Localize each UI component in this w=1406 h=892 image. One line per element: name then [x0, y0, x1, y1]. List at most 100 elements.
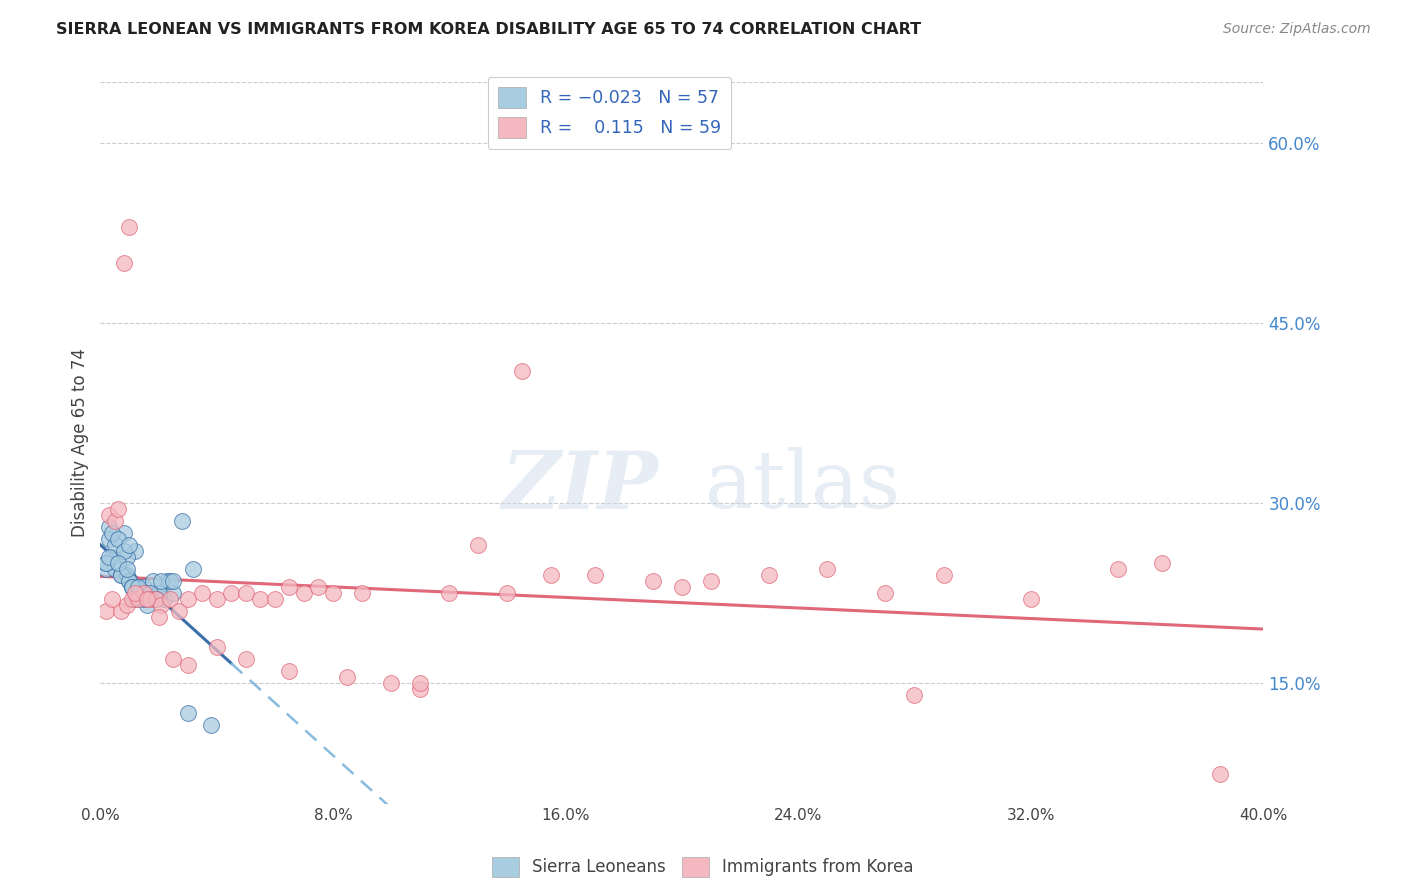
Point	[162, 652, 184, 666]
Text: SIERRA LEONEAN VS IMMIGRANTS FROM KOREA DISABILITY AGE 65 TO 74 CORRELATION CHAR: SIERRA LEONEAN VS IMMIGRANTS FROM KOREA …	[56, 22, 921, 37]
Point	[932, 568, 955, 582]
Point	[118, 574, 141, 589]
Point	[671, 580, 693, 594]
Point	[153, 592, 176, 607]
Point	[278, 580, 301, 594]
Point	[205, 640, 228, 655]
Point	[380, 676, 402, 690]
Point	[235, 652, 257, 666]
Point	[107, 556, 129, 570]
Point	[124, 544, 146, 558]
Point	[292, 586, 315, 600]
Point	[118, 538, 141, 552]
Point	[110, 568, 132, 582]
Point	[104, 562, 127, 576]
Point	[496, 586, 519, 600]
Point	[115, 550, 138, 565]
Point	[132, 586, 155, 600]
Point	[467, 538, 489, 552]
Point	[336, 670, 359, 684]
Point	[540, 568, 562, 582]
Point	[98, 532, 121, 546]
Point	[170, 514, 193, 528]
Point	[129, 592, 152, 607]
Point	[700, 574, 723, 589]
Point	[107, 556, 129, 570]
Point	[191, 586, 214, 600]
Point	[148, 586, 170, 600]
Point	[249, 592, 271, 607]
Point	[815, 562, 838, 576]
Point	[101, 526, 124, 541]
Point	[439, 586, 461, 600]
Point	[307, 580, 329, 594]
Point	[127, 586, 149, 600]
Point	[176, 592, 198, 607]
Point	[96, 556, 118, 570]
Point	[127, 580, 149, 594]
Point	[148, 610, 170, 624]
Point	[156, 574, 179, 589]
Point	[118, 219, 141, 234]
Point	[1209, 766, 1232, 780]
Point	[145, 592, 167, 607]
Point	[98, 508, 121, 523]
Point	[150, 586, 173, 600]
Point	[139, 586, 162, 600]
Point	[1150, 556, 1173, 570]
Point	[150, 574, 173, 589]
Point	[263, 592, 285, 607]
Point	[183, 562, 205, 576]
Point	[159, 592, 181, 607]
Point	[162, 574, 184, 589]
Point	[142, 592, 165, 607]
Point	[132, 592, 155, 607]
Legend: Sierra Leoneans, Immigrants from Korea: Sierra Leoneans, Immigrants from Korea	[485, 850, 921, 884]
Point	[903, 689, 925, 703]
Point	[162, 586, 184, 600]
Point	[124, 586, 146, 600]
Point	[142, 574, 165, 589]
Point	[127, 586, 149, 600]
Point	[132, 580, 155, 594]
Point	[101, 550, 124, 565]
Point	[129, 592, 152, 607]
Point	[1019, 592, 1042, 607]
Point	[278, 665, 301, 679]
Point	[176, 706, 198, 721]
Point	[322, 586, 344, 600]
Point	[121, 580, 143, 594]
Point	[112, 256, 135, 270]
Point	[96, 562, 118, 576]
Point	[107, 502, 129, 516]
Point	[110, 604, 132, 618]
Point	[409, 676, 432, 690]
Point	[167, 604, 190, 618]
Point	[135, 592, 157, 607]
Point	[104, 514, 127, 528]
Point	[98, 550, 121, 565]
Point	[124, 592, 146, 607]
Point	[150, 599, 173, 613]
Text: ZIP: ZIP	[502, 448, 658, 525]
Point	[145, 592, 167, 607]
Point	[758, 568, 780, 582]
Point	[1107, 562, 1129, 576]
Legend: R = −0.023   N = 57, R =    0.115   N = 59: R = −0.023 N = 57, R = 0.115 N = 59	[488, 77, 731, 149]
Point	[115, 568, 138, 582]
Point	[148, 586, 170, 600]
Point	[875, 586, 897, 600]
Point	[110, 568, 132, 582]
Point	[115, 562, 138, 576]
Text: atlas: atlas	[704, 447, 900, 525]
Point	[121, 580, 143, 594]
Point	[176, 658, 198, 673]
Point	[350, 586, 373, 600]
Point	[115, 599, 138, 613]
Point	[104, 538, 127, 552]
Point	[118, 574, 141, 589]
Point	[409, 682, 432, 697]
Point	[107, 532, 129, 546]
Point	[510, 364, 533, 378]
Point	[159, 574, 181, 589]
